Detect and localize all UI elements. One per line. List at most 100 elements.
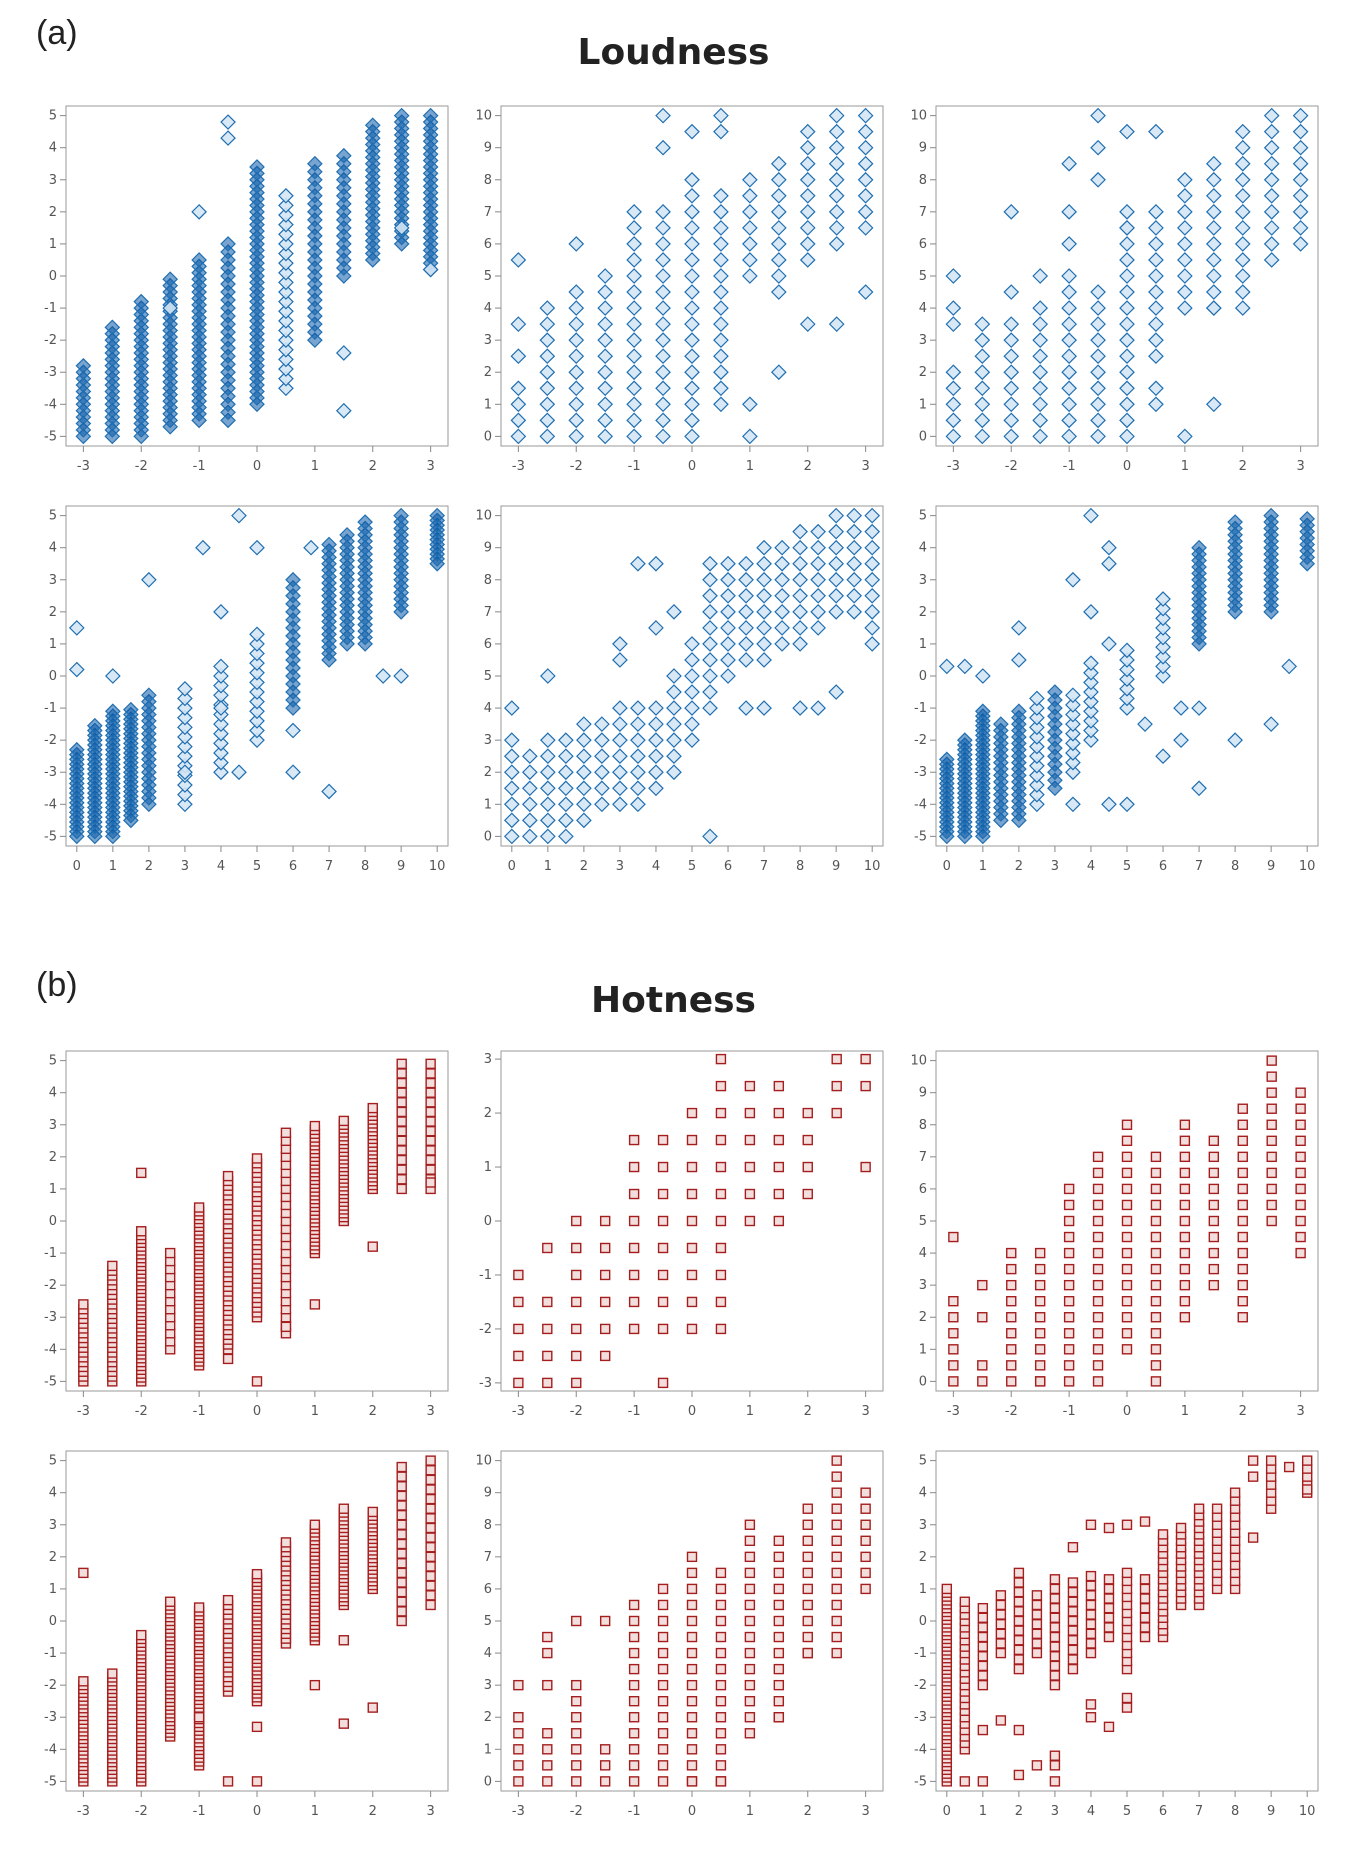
y-tick-label: 6 — [919, 1182, 927, 1197]
data-point — [738, 700, 754, 716]
data-point — [802, 1615, 813, 1627]
data-point — [995, 1715, 1007, 1726]
data-point — [1263, 220, 1280, 236]
data-point — [278, 236, 294, 252]
data-point — [1061, 348, 1077, 365]
data-point — [1049, 1760, 1061, 1771]
data-point — [742, 428, 758, 445]
data-point — [1263, 139, 1280, 156]
data-point — [396, 1174, 407, 1185]
data-point — [521, 828, 538, 845]
data-point — [864, 636, 881, 652]
data-point — [857, 187, 874, 204]
data-point — [742, 396, 758, 413]
loudness-title: Loudness — [577, 32, 770, 73]
data-point — [177, 777, 193, 793]
data-point — [1155, 648, 1171, 665]
data-point — [278, 255, 294, 272]
data-point — [542, 1760, 553, 1771]
data-point — [335, 187, 352, 204]
data-point — [828, 539, 844, 556]
data-point — [720, 668, 736, 684]
data-point — [278, 370, 294, 387]
data-point — [599, 1215, 611, 1227]
data-point — [744, 1567, 756, 1579]
points — [945, 107, 1309, 445]
data-point — [1092, 1279, 1104, 1291]
data-point — [1121, 1567, 1133, 1579]
data-point — [1205, 236, 1222, 252]
data-point — [666, 748, 682, 765]
data-point — [78, 1567, 89, 1579]
data-point — [1177, 252, 1193, 268]
data-point — [1292, 139, 1309, 156]
data-point — [744, 1134, 756, 1146]
data-point — [1148, 380, 1164, 397]
data-point — [773, 1080, 785, 1092]
data-point — [1065, 706, 1081, 723]
data-point — [1205, 171, 1222, 188]
data-point — [542, 1350, 553, 1362]
data-point — [655, 252, 671, 268]
x-tick-label: 3 — [1051, 1804, 1059, 1819]
data-point — [684, 716, 700, 732]
data-point — [626, 332, 642, 348]
data-point — [974, 348, 991, 365]
data-point — [738, 571, 754, 588]
data-point — [1049, 1622, 1061, 1633]
data-point — [686, 1776, 698, 1787]
data-point — [977, 1279, 988, 1291]
data-point — [1006, 1279, 1017, 1291]
data-point — [773, 1535, 785, 1547]
data-point — [396, 1154, 407, 1166]
data-point — [657, 1296, 669, 1308]
data-point — [422, 261, 439, 278]
y-tick-label: -2 — [914, 1678, 927, 1693]
y-tick-label: 2 — [484, 1710, 492, 1725]
data-point — [1003, 364, 1020, 381]
data-point — [1121, 1119, 1133, 1130]
data-point — [396, 1606, 407, 1617]
data-point — [510, 396, 527, 413]
data-point — [335, 171, 352, 188]
data-point — [1175, 1522, 1187, 1534]
data-point — [860, 1519, 871, 1530]
data-point — [1013, 1663, 1025, 1675]
data-point — [702, 604, 718, 620]
data-point — [307, 332, 323, 348]
points — [68, 507, 446, 845]
y-tick-label: 8 — [484, 173, 492, 188]
data-point — [1301, 1455, 1313, 1466]
data-point — [1263, 155, 1280, 172]
data-point — [141, 571, 157, 588]
data-point — [744, 1188, 756, 1200]
data-point — [1265, 1455, 1277, 1466]
data-point — [249, 732, 265, 748]
y-tick-label: -2 — [44, 1278, 57, 1293]
data-point — [136, 1226, 147, 1237]
data-point — [977, 1660, 989, 1672]
data-point — [655, 348, 671, 365]
data-point — [657, 1728, 669, 1739]
data-point — [1067, 1635, 1079, 1646]
data-point — [846, 604, 863, 620]
y-tick-label: 3 — [484, 1678, 492, 1693]
data-point — [1013, 1635, 1025, 1646]
data-point — [628, 1760, 640, 1771]
data-point — [1179, 1312, 1191, 1323]
data-point — [628, 1615, 640, 1627]
data-point — [628, 1134, 640, 1146]
x-tick-label: 7 — [325, 859, 333, 874]
data-point — [425, 1522, 436, 1534]
data-point — [220, 324, 236, 340]
data-point — [720, 587, 736, 604]
data-point — [1179, 1215, 1191, 1227]
data-point — [1208, 1279, 1220, 1291]
x-tick-label: 4 — [652, 859, 660, 874]
data-point — [977, 1612, 989, 1623]
y-tick-label: 0 — [49, 669, 57, 684]
data-point — [770, 284, 787, 300]
data-point — [521, 796, 538, 813]
points — [78, 1058, 436, 1387]
data-point — [1266, 1055, 1277, 1066]
